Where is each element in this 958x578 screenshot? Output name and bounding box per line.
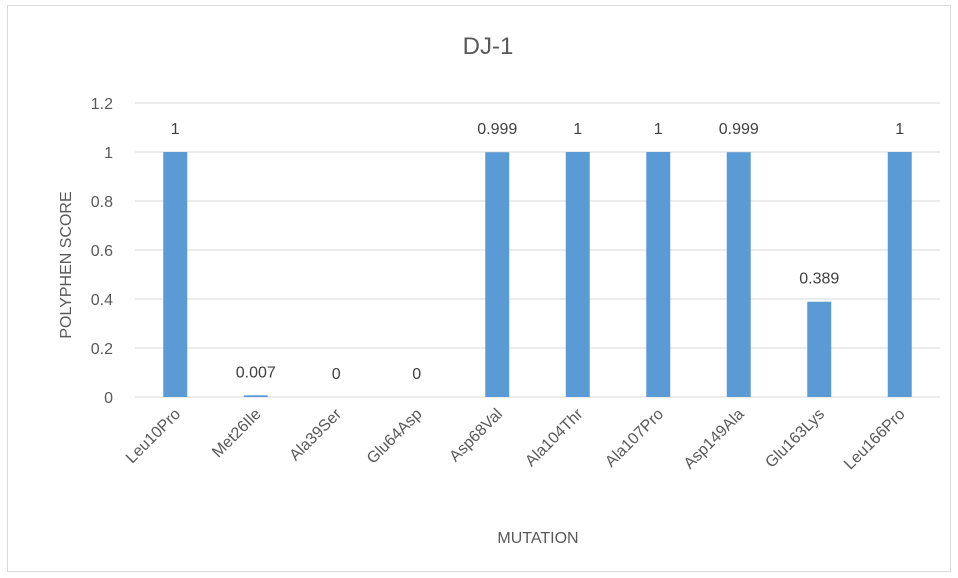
y-tick-label: 1: [104, 145, 113, 162]
bar: [726, 152, 751, 397]
y-tick-label: 0.8: [91, 194, 113, 211]
bar: [163, 152, 188, 397]
bar: [485, 152, 510, 397]
x-axis-label: MUTATION: [497, 530, 578, 547]
x-tick-label: Met26Ile: [209, 406, 264, 461]
x-tick-label: Ala39Ser: [287, 405, 346, 464]
y-tick-label: 0.6: [91, 243, 113, 260]
data-label: 1: [171, 121, 180, 138]
data-label: 0: [412, 366, 421, 383]
data-label: 0.999: [477, 121, 517, 138]
y-tick-label: 0: [104, 390, 113, 407]
data-label: 0.999: [719, 121, 759, 138]
x-tick-label: Asp149Ala: [681, 406, 748, 473]
bar: [646, 152, 671, 397]
data-labels: 1 0.007 0 0 0.999 1 1 0.999 0.389 1: [171, 121, 905, 383]
x-axis-ticks: Leu10Pro Met26Ile Ala39Ser Glu64Asp Asp68Val…: [123, 405, 909, 473]
x-tick-label: Ala104Thr: [522, 405, 587, 470]
x-tick-label: Leu10Pro: [123, 406, 184, 467]
data-label: 1: [654, 121, 663, 138]
bars: [163, 152, 912, 397]
y-tick-label: 0.2: [91, 341, 113, 358]
x-tick-label: Glu64Asp: [364, 406, 426, 468]
x-tick-label: Leu166Pro: [841, 406, 908, 473]
bar: [565, 152, 590, 397]
bar: [243, 395, 268, 397]
x-tick-label: Glu163Lys: [762, 406, 828, 472]
x-tick-label: Ala107Pro: [602, 406, 667, 471]
y-axis-label: POLYPHEN SCORE: [58, 191, 75, 338]
data-label: 0: [332, 366, 341, 383]
data-label: 0.389: [799, 271, 839, 288]
y-tick-label: 0.4: [91, 292, 113, 309]
chart-title: DJ-1: [463, 33, 514, 60]
gridlines: [135, 102, 940, 398]
data-label: 1: [895, 121, 904, 138]
bar: [807, 301, 832, 397]
y-axis-ticks: 0 0.2 0.4 0.6 0.8 1 1.2: [91, 96, 113, 407]
bar: [887, 152, 912, 397]
data-label: 0.007: [236, 364, 276, 381]
y-tick-label: 1.2: [91, 96, 113, 113]
x-tick-label: Asp68Val: [446, 406, 506, 466]
data-label: 1: [573, 121, 582, 138]
